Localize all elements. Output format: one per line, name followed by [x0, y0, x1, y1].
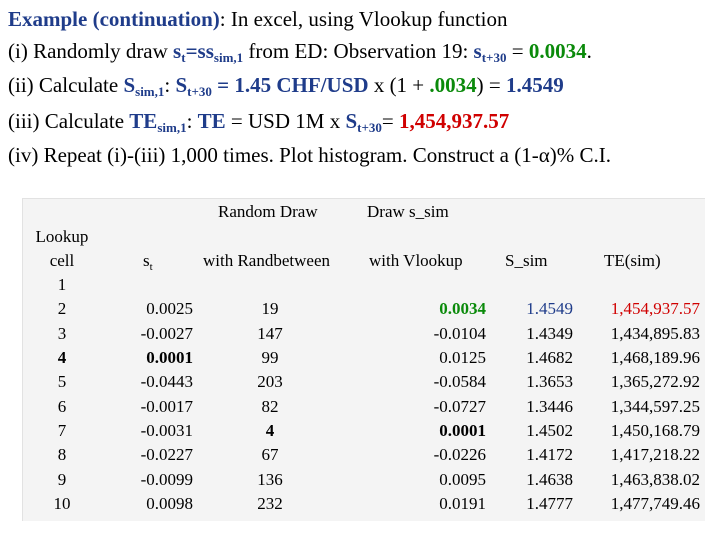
table-cell-draw: 136	[257, 469, 283, 489]
table-cell-st: -0.0027	[140, 323, 193, 343]
table-cell-draw: 99	[261, 348, 279, 368]
table-cell-cell: 10	[53, 494, 71, 514]
table-cell-te: 1,417,218.22	[610, 445, 700, 465]
table-cell-st: -0.0031	[140, 421, 193, 441]
table-cell-cell: 6	[57, 396, 67, 416]
table-cell-s-sim: -0.0104	[433, 323, 486, 343]
table-cell-cell: 9	[57, 469, 67, 489]
table-cell-s-sim: 1.4682	[526, 348, 573, 368]
table-cell-s-sim: -0.0584	[433, 372, 486, 392]
line-2: (i) Randomly draw st=sssim,1 from ED: Ob…	[8, 39, 592, 65]
column-randbetween: 19 147 99 203 82 4 67 136 232	[230, 273, 310, 516]
example-title: Example (continuation)	[8, 7, 220, 31]
table-cell-st: -0.0443	[140, 372, 193, 392]
table-cell-st	[100, 273, 193, 297]
column-cell: 1 2 3 4 5 6 7 8 9 10	[22, 273, 102, 516]
table-cell-cell: 5	[57, 372, 67, 392]
table-cell-s-sim: 0.0125	[439, 348, 486, 368]
table-cell-s-sim: 0.0095	[439, 469, 486, 489]
header-draw-s-sim: Draw s_sim	[367, 202, 449, 221]
header-vlookup: with Vlookup	[369, 251, 463, 270]
table-cell-s-sim: 0.0191	[439, 494, 486, 514]
table-cell-te: 1,468,189.96	[610, 348, 700, 368]
table-cell-cell: 7	[57, 421, 67, 441]
table-cell-te: 1,477,749.46	[610, 494, 700, 514]
table-cell-s-sim: 0.0034	[439, 299, 486, 319]
table-cell-draw	[230, 273, 310, 297]
column-st: 0.0025 -0.0027 0.0001 -0.0443 -0.0017 -0.0031…	[100, 273, 193, 516]
table-cell-draw: 232	[257, 494, 283, 514]
header-lookup: Lookup	[35, 227, 89, 246]
table-cell-te: 1,463,838.02	[610, 469, 700, 489]
table-cell-te: 1,434,895.83	[610, 323, 700, 343]
header-s-sim: S_sim	[505, 251, 548, 270]
table-cell-draw: 67	[261, 445, 279, 465]
table-cell-s-sim: 1.4349	[526, 323, 573, 343]
line-2-mid: from ED: Observation 19:	[243, 39, 474, 63]
line-3-result: 1.4549	[506, 73, 564, 97]
line-3-S30: St+30 = 1.45 CHF/USD	[175, 73, 369, 99]
line-4-result: 1,454,937.57	[398, 109, 510, 133]
simulation-table	[22, 198, 705, 521]
line-1: Example (continuation): In excel, using …	[8, 6, 508, 32]
table-cell-st: -0.0099	[140, 469, 193, 489]
table-cell-draw: 147	[257, 323, 283, 343]
table-cell-cell: 2	[57, 299, 67, 319]
line-3-text: (ii) Calculate	[8, 73, 124, 97]
line-4-S30: St+30	[345, 109, 382, 135]
table-cell-te: 1,454,937.57	[610, 299, 700, 319]
header-randbetween: with Randbetween	[203, 251, 330, 270]
table-cell-s-sim: 1.4172	[526, 445, 573, 465]
line-4-text: (iii) Calculate	[8, 109, 130, 133]
header-random-draw: Random Draw	[218, 202, 318, 221]
table-cell-s-sim: 1.4777	[526, 494, 573, 514]
table-cell-cell: 4	[57, 348, 67, 368]
table-cell-draw: 82	[261, 396, 279, 416]
line-2-text: (i) Randomly draw	[8, 39, 174, 63]
table-cell-te: 1,344,597.25	[610, 396, 700, 416]
table-cell-s-sim: 0.0001	[439, 421, 486, 441]
line-2-st: st=sssim,1	[173, 39, 244, 65]
table-cell-st: 0.0001	[146, 348, 193, 368]
line-3: (ii) Calculate Ssim,1: St+30 = 1.45 CHF/…	[8, 73, 564, 99]
table-cell-s-sim: 1.3446	[526, 396, 573, 416]
header-te-sim: TE(sim)	[604, 251, 661, 270]
table-cell-st: -0.0017	[140, 396, 193, 416]
table-cell-s-sim: 1.4502	[526, 421, 573, 441]
column-vlookup: 0.0034 -0.0104 0.0125 -0.0584 -0.0727 0.0001 -…	[380, 273, 486, 516]
line-3-Ssim: Ssim,1	[123, 73, 165, 99]
table-cell-st: 0.0098	[146, 494, 193, 514]
table-cell-cell: 8	[57, 445, 67, 465]
table-cell-te: 1,450,168.79	[610, 421, 700, 441]
table-cell-cell: 1	[57, 275, 67, 294]
table-cell-draw: 4	[265, 421, 275, 441]
line-4-TE: TE	[197, 109, 226, 133]
line-1-rest: : In excel, using Vlookup function	[219, 7, 508, 31]
column-te-sim: 1,454,937.57 1,434,895.83 1,468,189.96 1,36…	[580, 273, 700, 516]
table-cell-s-sim	[380, 273, 486, 297]
line-5: (iv) Repeat (i)-(iii) 1,000 times. Plot …	[8, 143, 611, 167]
table-cell-s-sim: -0.0226	[433, 445, 486, 465]
table-cell-s-sim: 1.4638	[526, 469, 573, 489]
line-3-value: .0034	[429, 73, 477, 97]
line-4: (iii) Calculate TEsim,1: TE = USD 1M x S…	[8, 109, 510, 135]
table-cell-s-sim: 1.3653	[526, 372, 573, 392]
table-cell-st: 0.0025	[146, 299, 193, 319]
table-cell-te: 1,365,272.92	[610, 372, 700, 392]
line-4-TEsim: TEsim,1	[129, 109, 187, 135]
table-cell-s-sim	[490, 273, 573, 297]
line-2-s30: st+30	[473, 39, 507, 65]
table-cell-te	[580, 273, 700, 297]
line-2-value: 0.0034	[528, 39, 587, 63]
table-cell-st: -0.0227	[140, 445, 193, 465]
table-cell-draw: 19	[261, 299, 279, 319]
table-cell-s-sim: -0.0727	[433, 396, 486, 416]
table-cell-draw: 203	[257, 372, 283, 392]
table-cell-cell: 3	[57, 323, 67, 343]
table-cell-s-sim: 1.4549	[526, 299, 573, 319]
column-s-sim: 1.4549 1.4349 1.4682 1.3653 1.3446 1.4502 1.41…	[490, 273, 573, 516]
header-st: st	[143, 251, 153, 273]
header-cell: cell	[49, 251, 75, 270]
